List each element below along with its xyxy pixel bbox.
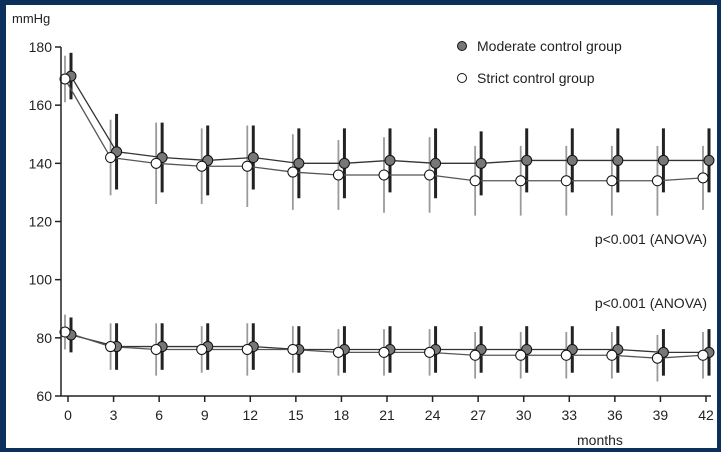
x-tick-label: 30 — [516, 407, 532, 423]
data-point-strict — [287, 343, 299, 355]
x-tick-label: 21 — [379, 407, 395, 423]
data-point-moderate — [657, 154, 669, 166]
x-tick-label: 3 — [110, 407, 118, 423]
y-tick-label: 140 — [29, 155, 53, 171]
data-point-moderate — [430, 157, 442, 169]
data-point-moderate — [247, 152, 259, 164]
data-point-strict — [241, 160, 253, 172]
x-tick-label: 9 — [201, 407, 209, 423]
data-point-strict — [424, 346, 436, 358]
data-point-strict — [332, 346, 344, 358]
data-point-strict — [332, 169, 344, 181]
data-point-strict — [150, 343, 162, 355]
data-point-strict — [697, 349, 709, 361]
data-point-strict — [560, 175, 572, 187]
y-tick-label: 120 — [29, 214, 53, 230]
data-point-moderate — [384, 154, 396, 166]
data-point-strict — [424, 169, 436, 181]
data-point-strict — [651, 352, 663, 364]
data-point-moderate — [703, 154, 715, 166]
x-tick-label: 27 — [470, 407, 486, 423]
anova-annotation-diastolic: p<0.001 (ANOVA) — [595, 295, 707, 311]
data-point-strict — [469, 349, 481, 361]
data-point-strict — [196, 343, 208, 355]
labels: mmHg months p<0.001 (ANOVA) p<0.001 (ANO… — [12, 11, 707, 448]
data-point-strict — [378, 169, 390, 181]
x-tick-label: 12 — [242, 407, 258, 423]
legend-label-moderate: Moderate control group — [477, 38, 622, 54]
data-point-moderate — [475, 157, 487, 169]
y-tick-label: 180 — [29, 39, 53, 55]
data-point-strict — [378, 346, 390, 358]
data-point-strict — [515, 349, 527, 361]
data-point-moderate — [612, 154, 624, 166]
y-tick-label: 100 — [29, 272, 53, 288]
legend: Moderate control group Strict control gr… — [457, 38, 622, 86]
legend-label-strict: Strict control group — [477, 70, 595, 86]
data-point-strict — [469, 175, 481, 187]
data-point-strict — [651, 175, 663, 187]
data-point-strict — [697, 172, 709, 184]
data-point-moderate — [293, 157, 305, 169]
data-points — [59, 70, 715, 364]
x-tick-label: 24 — [425, 407, 441, 423]
data-point-strict — [241, 343, 253, 355]
data-point-strict — [59, 73, 71, 85]
x-tick-label: 39 — [653, 407, 669, 423]
y-tick-label: 80 — [36, 330, 52, 346]
y-tick-label: 160 — [29, 97, 53, 113]
legend-marker-moderate — [457, 41, 467, 51]
data-point-strict — [105, 341, 117, 353]
series-lines — [64, 75, 709, 359]
data-point-strict — [560, 349, 572, 361]
x-tick-label: 42 — [698, 407, 714, 423]
x-tick-label: 0 — [64, 407, 72, 423]
data-point-strict — [105, 152, 117, 164]
data-point-strict — [59, 326, 71, 338]
data-point-strict — [606, 349, 618, 361]
y-tick-label: 60 — [36, 388, 52, 404]
x-tick-label: 18 — [334, 407, 350, 423]
data-point-moderate — [566, 154, 578, 166]
x-tick-label: 33 — [561, 407, 577, 423]
anova-annotation-systolic: p<0.001 (ANOVA) — [595, 231, 707, 247]
error-bars — [64, 52, 711, 382]
x-tick-label: 6 — [155, 407, 163, 423]
chart-panel: 60 80 100 120 140 160 180 0 3 6 9 12 15 18 21 24 27 30 33 3… — [6, 5, 717, 448]
x-tick-label: 36 — [607, 407, 623, 423]
legend-marker-strict — [457, 73, 467, 83]
data-point-moderate — [338, 157, 350, 169]
data-point-strict — [606, 175, 618, 187]
data-point-strict — [150, 157, 162, 169]
data-point-strict — [287, 166, 299, 178]
data-point-strict — [196, 160, 208, 172]
x-tick-label: 15 — [288, 407, 304, 423]
y-axis-label: mmHg — [12, 11, 50, 26]
x-axis-label: months — [577, 432, 623, 448]
data-point-moderate — [521, 154, 533, 166]
data-point-strict — [515, 175, 527, 187]
